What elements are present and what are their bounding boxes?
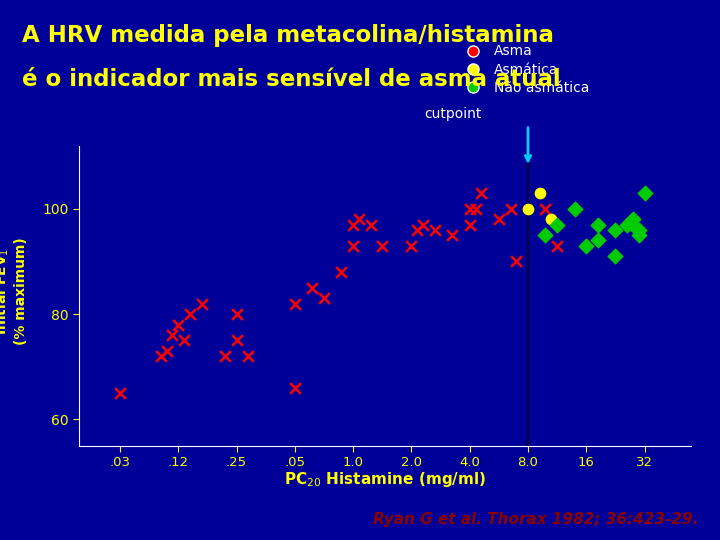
Point <box>307 284 318 292</box>
Point <box>534 189 546 198</box>
Point <box>592 236 603 245</box>
Point <box>592 220 603 229</box>
Point <box>464 205 475 213</box>
Point <box>552 220 563 229</box>
Point <box>621 220 633 229</box>
Point <box>365 220 377 229</box>
Point <box>580 241 592 250</box>
Text: A HRV medida pela metacolina/histamina: A HRV medida pela metacolina/histamina <box>22 24 554 48</box>
Text: Initial FEV$_1$
(% maximum): Initial FEV$_1$ (% maximum) <box>0 238 27 346</box>
Point <box>167 331 179 340</box>
Point <box>405 241 417 250</box>
Point <box>510 257 522 266</box>
Point <box>639 189 650 198</box>
Point <box>377 241 388 250</box>
Text: PC$_{20}$ Histamine (mg/ml): PC$_{20}$ Histamine (mg/ml) <box>284 470 486 489</box>
Point <box>552 241 563 250</box>
Point <box>347 220 359 229</box>
Point <box>610 252 621 260</box>
Legend: Asma, Asmática, Não asmática: Asma, Asmática, Não asmática <box>454 39 595 100</box>
Point <box>522 205 534 213</box>
Point <box>219 352 230 360</box>
Point <box>161 347 172 355</box>
Point <box>354 215 365 224</box>
Point <box>289 383 301 392</box>
Point <box>540 205 552 213</box>
Point <box>429 226 441 234</box>
Point <box>114 389 126 397</box>
Point <box>476 189 487 198</box>
Point <box>231 336 243 345</box>
Point <box>196 299 207 308</box>
Point <box>184 310 196 319</box>
Point <box>336 268 347 276</box>
Point <box>633 231 644 240</box>
Point <box>347 241 359 250</box>
Point <box>231 310 243 319</box>
Point <box>412 226 423 234</box>
Point <box>627 215 639 224</box>
Point <box>627 220 639 229</box>
Text: é o indicador mais sensível de asma atual: é o indicador mais sensível de asma atua… <box>22 68 560 91</box>
Point <box>173 320 184 329</box>
Point <box>243 352 254 360</box>
Point <box>569 205 580 213</box>
Point <box>540 231 552 240</box>
Text: Ryan G et al. Thorax 1982; 36:423-29.: Ryan G et al. Thorax 1982; 36:423-29. <box>373 512 698 527</box>
Point <box>179 336 190 345</box>
Point <box>318 294 330 302</box>
Text: cutpoint: cutpoint <box>424 107 482 122</box>
Point <box>446 231 458 240</box>
Point <box>633 226 644 234</box>
Point <box>505 205 516 213</box>
Point <box>546 215 557 224</box>
Point <box>418 220 429 229</box>
Point <box>155 352 166 360</box>
Point <box>469 205 481 213</box>
Point <box>493 215 505 224</box>
Point <box>289 299 301 308</box>
Point <box>610 226 621 234</box>
Point <box>464 220 475 229</box>
